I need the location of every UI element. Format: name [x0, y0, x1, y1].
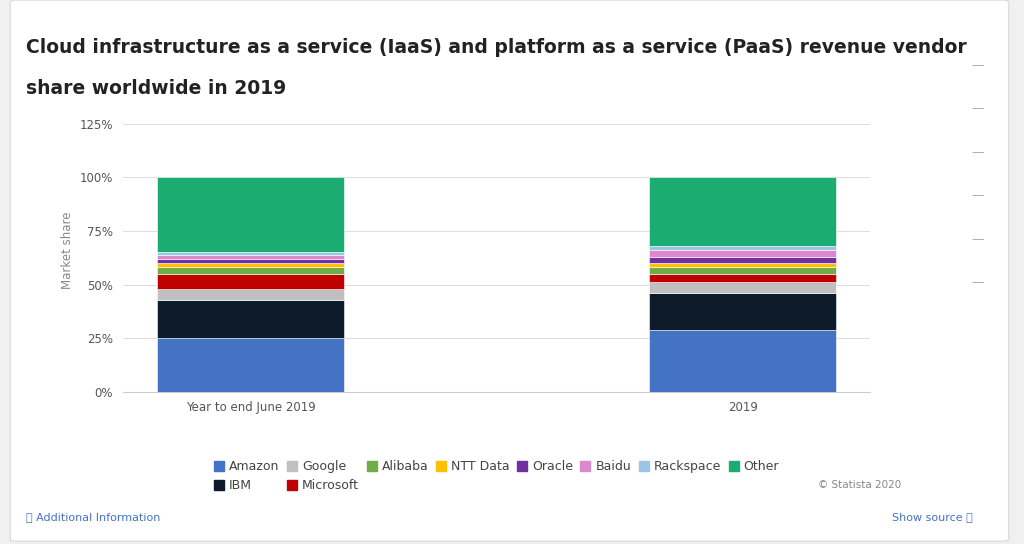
Bar	[157, 289, 344, 300]
Text: —: —	[972, 233, 984, 246]
Bar	[157, 177, 344, 252]
Text: Cloud infrastructure as a service (IaaS) and platform as a service (PaaS) revenu: Cloud infrastructure as a service (IaaS)…	[26, 38, 967, 57]
Bar	[157, 338, 344, 392]
Text: Show source ⓘ: Show source ⓘ	[892, 512, 973, 522]
Bar	[157, 268, 344, 274]
Bar	[157, 300, 344, 338]
Text: —: —	[972, 59, 984, 72]
Bar	[157, 274, 344, 289]
Text: —: —	[972, 102, 984, 115]
Bar	[649, 250, 837, 257]
Bar	[157, 255, 344, 259]
Bar	[649, 293, 837, 330]
FancyBboxPatch shape	[10, 0, 1009, 541]
Bar	[649, 257, 837, 263]
Text: share worldwide in 2019: share worldwide in 2019	[26, 79, 286, 98]
Bar	[649, 282, 837, 293]
Bar	[157, 259, 344, 263]
Text: —: —	[972, 189, 984, 202]
Text: —: —	[972, 276, 984, 289]
Text: ⓘ Additional Information: ⓘ Additional Information	[26, 512, 160, 522]
Bar	[649, 274, 837, 282]
Bar	[649, 268, 837, 274]
Bar	[649, 330, 837, 392]
Bar	[649, 263, 837, 268]
Y-axis label: Market share: Market share	[61, 212, 74, 289]
Bar	[649, 246, 837, 250]
Bar	[157, 252, 344, 255]
Text: —: —	[972, 146, 984, 159]
Text: © Statista 2020: © Statista 2020	[818, 480, 901, 490]
Bar	[649, 177, 837, 246]
Bar	[157, 263, 344, 268]
Legend: Amazon, IBM, Google, Microsoft, Alibaba, NTT Data, Oracle, Baidu, Rackspace, Oth: Amazon, IBM, Google, Microsoft, Alibaba,…	[214, 460, 779, 492]
